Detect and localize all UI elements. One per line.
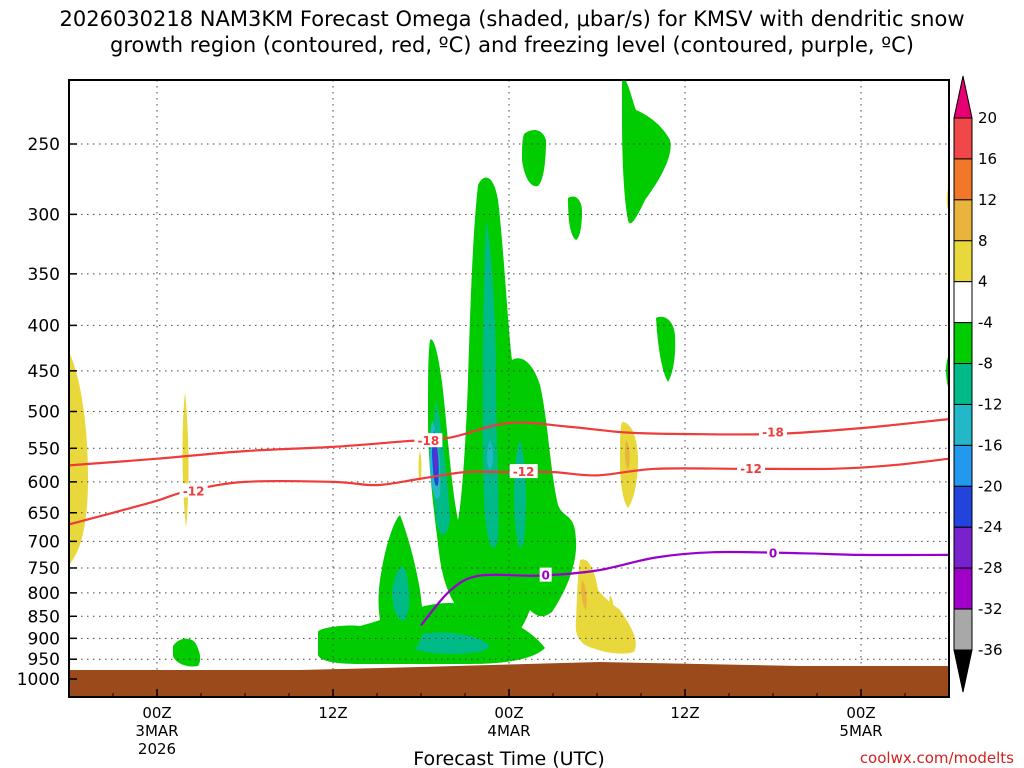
colorbar-tick-label: 8 (978, 232, 988, 250)
plot-grid (69, 80, 949, 697)
colorbar-band (953, 567, 973, 610)
time-tick-label: 2026 (138, 740, 176, 758)
colorbar-tick-label: 20 (978, 109, 997, 127)
colorbar-tick-label: -8 (978, 355, 993, 373)
pressure-tick-label: 1000 (17, 670, 60, 690)
colorbar-tick-label: -36 (978, 641, 1003, 659)
pressure-axis: 2503003504004505005506006507007508008509… (17, 135, 77, 690)
omega-negative-inner-cyan-2 (487, 440, 493, 470)
colorbar-tick-label: 12 (978, 191, 997, 209)
ground-below-surface (69, 662, 949, 697)
omega-negative-upper-blob-2 (568, 196, 582, 240)
pressure-tick-label: 800 (28, 584, 60, 604)
omega-positive-lobe-2 (575, 559, 636, 654)
chart-title-line-1: 2026030218 NAM3KM Forecast Omega (shaded… (60, 7, 965, 31)
omega-negative-upper-blob-3 (622, 80, 671, 224)
contour-label: -12 (183, 484, 205, 498)
contour-label-background (737, 460, 765, 475)
contour-label-background (539, 567, 552, 582)
colorbar-band (953, 322, 973, 365)
time-tick-label: 00Z (494, 704, 523, 722)
colorbar-band (953, 403, 973, 446)
colorbar-legend: 20 16 12 8 4 -4 -8 -12 -16 -20 -24 -28 -32 -36 (953, 75, 1003, 693)
source-credit: coolwx.com/modelts (860, 749, 1014, 767)
omega-negative-low-core (400, 632, 489, 654)
contour-label-background (759, 424, 787, 439)
colorbar-tick-label: -16 (978, 436, 1003, 454)
colorbar-band (953, 117, 973, 160)
colorbar-band (953, 240, 973, 283)
omega-negative-small-blob (173, 638, 201, 667)
time-tick-label: 12Z (318, 704, 347, 722)
pressure-tick-label: 250 (28, 135, 60, 155)
omega-negative-low-left-core (392, 566, 410, 621)
time-tick-label: 4MAR (487, 722, 530, 740)
colorbar-tick-label: -20 (978, 477, 1003, 495)
pressure-tick-label: 650 (28, 504, 60, 524)
omega-positive-lobe-2-core (581, 580, 587, 610)
freezing-level-line (420, 550, 949, 627)
time-tick-label: 00Z (142, 704, 171, 722)
time-tick-label: 12Z (670, 704, 699, 722)
omega-positive-lobe-3 (609, 595, 614, 615)
pressure-tick-label: 850 (28, 607, 60, 627)
colorbar-band (953, 199, 973, 242)
colorbar-tick-label: -4 (978, 314, 993, 332)
terrain (69, 662, 949, 697)
omega-shading (69, 80, 949, 667)
contour-label-background (414, 433, 443, 448)
pressure-tick-label: 700 (28, 532, 60, 552)
contour-label-background (509, 464, 538, 479)
colorbar-band (953, 444, 973, 487)
pressure-tick-label: 500 (28, 403, 60, 423)
colorbar-band (953, 485, 973, 528)
pressure-tick-label: 950 (28, 650, 60, 670)
contour-label: 0 (769, 546, 777, 560)
colorbar-tick-label: -24 (978, 518, 1003, 536)
colorbar-band (953, 281, 973, 324)
pressure-tick-label: 300 (28, 205, 60, 225)
colorbar-tick-label: -28 (978, 559, 1003, 577)
pressure-tick-label: 550 (28, 439, 60, 459)
colorbar-band (953, 363, 973, 405)
omega-positive-lobe-1-core (624, 440, 630, 470)
pressure-tick-label: 750 (28, 559, 60, 579)
colorbar-bottom-arrow (953, 649, 973, 693)
pressure-tick-label: 350 (28, 265, 60, 285)
contour-label: -18 (417, 434, 439, 448)
pressure-tick-label: 900 (28, 629, 60, 649)
contour-lines: -18 -18 -12 -12 -12 0 0 (69, 418, 949, 627)
colorbar-band (953, 158, 973, 201)
contour-label: -12 (513, 465, 535, 479)
colorbar-tick-label: -12 (978, 395, 1003, 413)
omega-negative-upper-blob-1 (522, 130, 546, 187)
time-tick-label: 00Z (846, 704, 875, 722)
contour-label-background (179, 483, 208, 498)
chart-title-line-2: growth region (contoured, red, ºC) and f… (110, 33, 914, 57)
colorbar-tick-label: 4 (978, 273, 988, 291)
omega-positive-streak-2 (418, 450, 422, 484)
omega-negative-upper-blob-4 (656, 316, 676, 382)
omega-negative-upper-core (482, 220, 499, 548)
colorbar-top-arrow (953, 75, 973, 119)
pressure-tick-label: 450 (28, 362, 60, 382)
contour-label-background (767, 545, 779, 560)
contour-label: -12 (740, 462, 762, 476)
contour-label: 0 (541, 569, 549, 583)
colorbar-tick-label: 16 (978, 150, 997, 168)
colorbar-band (953, 608, 973, 651)
omega-positive-left-edge (69, 352, 88, 565)
contour-label: -18 (762, 426, 784, 440)
pressure-tick-label: 600 (28, 473, 60, 493)
time-tick-label: 3MAR (135, 722, 178, 740)
colorbar-band (953, 526, 973, 569)
omega-negative-main-column (428, 177, 577, 642)
x-axis-label: Forecast Time (UTC) (413, 748, 604, 768)
time-tick-label: 5MAR (839, 722, 882, 740)
colorbar-tick-label: -32 (978, 600, 1003, 618)
pressure-tick-label: 400 (28, 316, 60, 336)
